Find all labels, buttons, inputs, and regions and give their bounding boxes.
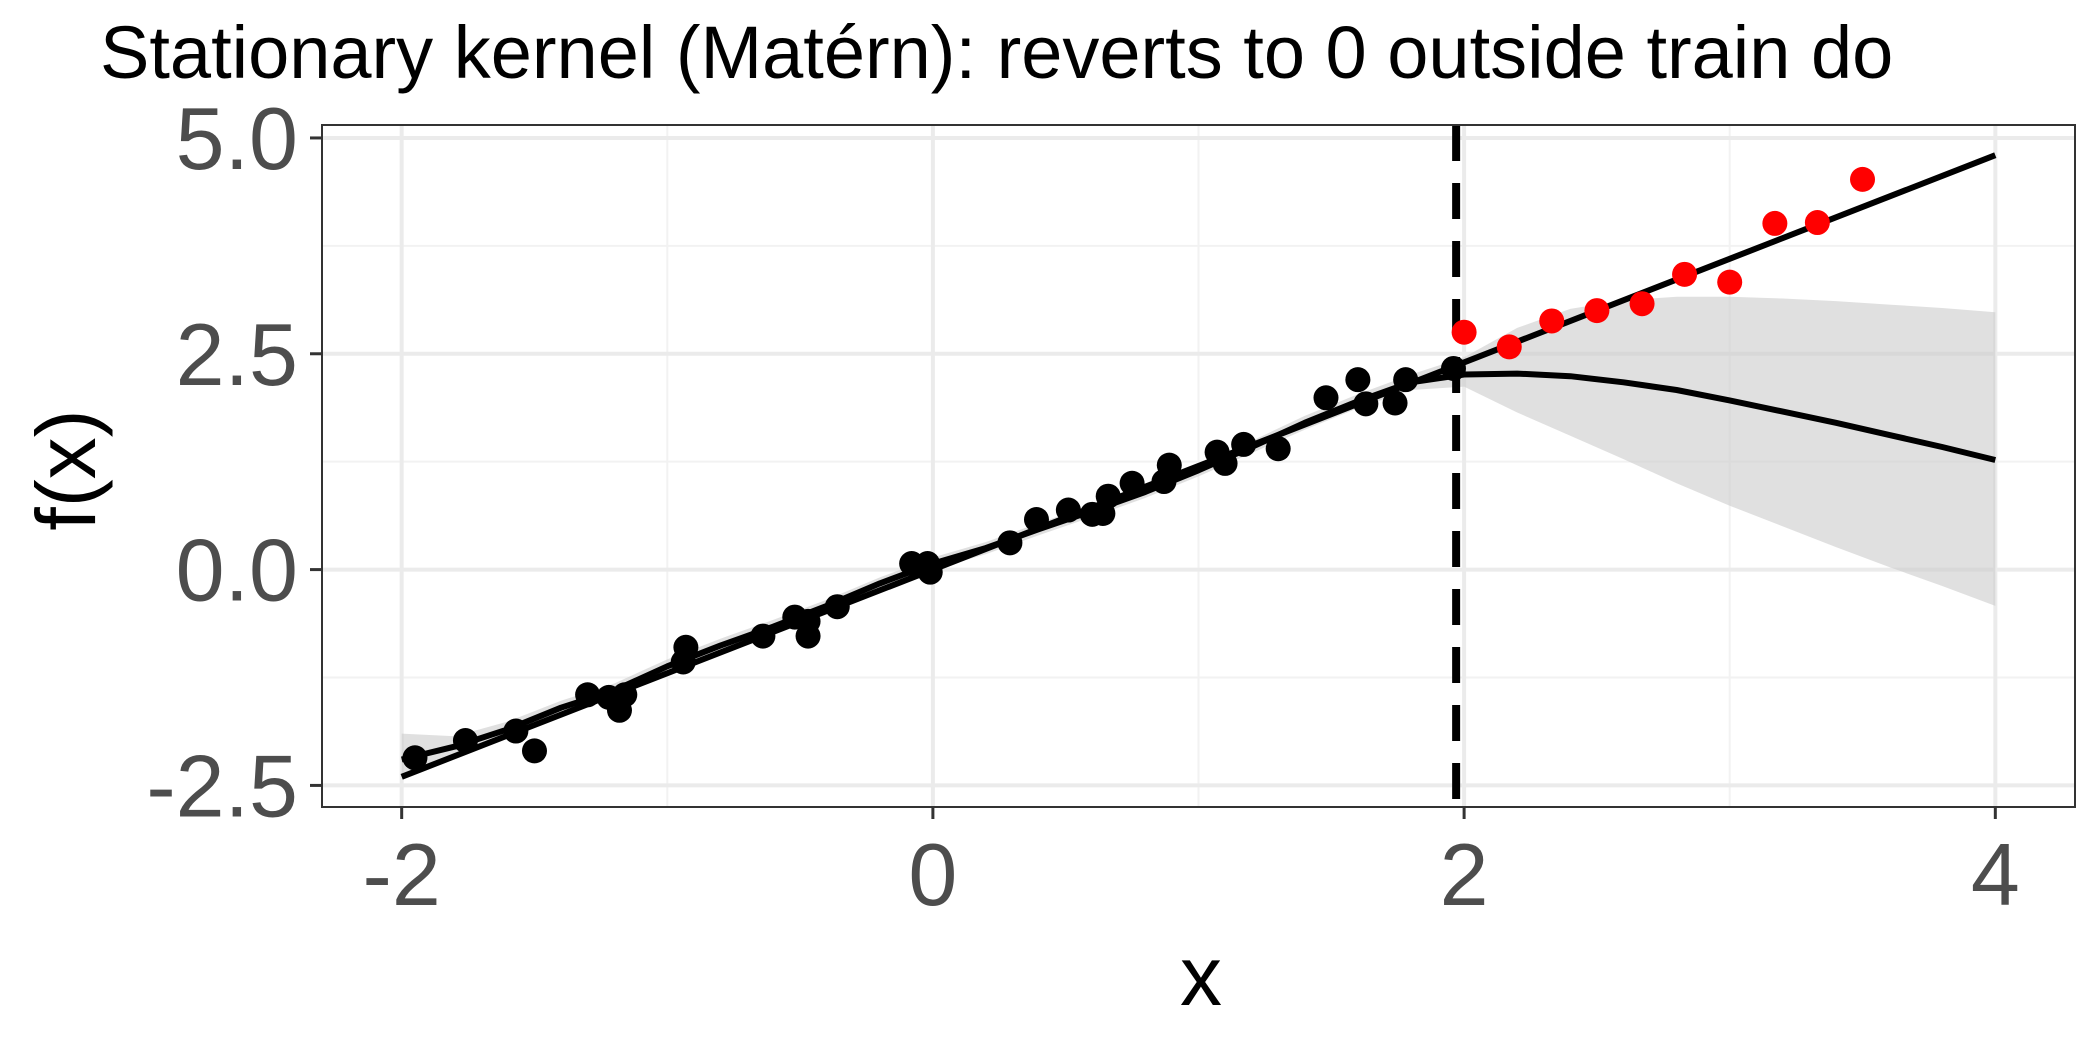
train-point bbox=[1095, 483, 1121, 509]
train-point bbox=[1231, 431, 1257, 457]
train-point bbox=[1055, 497, 1081, 523]
x-axis-title: x bbox=[1180, 929, 1222, 1023]
train-point bbox=[1353, 391, 1379, 417]
train-point bbox=[503, 718, 529, 744]
test-point bbox=[1496, 334, 1522, 360]
x-tick-label: 4 bbox=[1971, 825, 2020, 924]
train-point bbox=[824, 594, 850, 620]
test-point bbox=[1762, 210, 1788, 236]
train-point bbox=[750, 623, 776, 649]
posterior-mean-line bbox=[400, 370, 1997, 763]
train-point bbox=[1119, 470, 1145, 496]
test-point bbox=[1629, 291, 1655, 317]
test-point bbox=[1672, 261, 1698, 287]
train-point bbox=[1212, 450, 1238, 476]
test-point bbox=[1850, 166, 1876, 192]
test-point bbox=[1584, 298, 1610, 324]
train-point bbox=[612, 682, 638, 708]
plot-area: -2 0 2 4 -2.5 0.0 2.5 5.0 bbox=[146, 89, 2076, 924]
train-point bbox=[795, 623, 821, 649]
train-point bbox=[997, 530, 1023, 556]
train-point bbox=[1393, 367, 1419, 393]
trend-line bbox=[400, 152, 1997, 780]
train-point bbox=[1156, 452, 1182, 478]
train-point bbox=[673, 634, 699, 660]
chart-title: Stationary kernel (Matérn): reverts to 0… bbox=[100, 11, 1893, 94]
x-tick-label: 0 bbox=[908, 825, 957, 924]
y-tick-label: 0.0 bbox=[176, 521, 298, 620]
y-tick-label: 2.5 bbox=[176, 305, 298, 404]
y-tick-label: 5.0 bbox=[176, 89, 298, 188]
train-point bbox=[1382, 390, 1408, 416]
train-point bbox=[452, 728, 478, 754]
train-point bbox=[402, 745, 428, 771]
test-point bbox=[1451, 319, 1477, 345]
y-axis-title: f(x) bbox=[19, 409, 113, 530]
train-point bbox=[1023, 507, 1049, 533]
train-point bbox=[521, 738, 547, 764]
x-tick-label: 2 bbox=[1440, 825, 1489, 924]
train-point bbox=[1313, 385, 1339, 411]
panel-border bbox=[321, 124, 2076, 808]
confidence-band bbox=[401, 296, 1996, 777]
test-point bbox=[1539, 308, 1565, 334]
test-point bbox=[1804, 210, 1830, 236]
train-point bbox=[917, 559, 943, 585]
y-tick-label: -2.5 bbox=[146, 736, 298, 835]
train-point bbox=[1440, 355, 1466, 381]
x-tick-label: -2 bbox=[363, 825, 441, 924]
train-point bbox=[1345, 367, 1371, 393]
train-point bbox=[1265, 436, 1291, 462]
train-point bbox=[575, 682, 601, 708]
test-point bbox=[1717, 269, 1743, 295]
